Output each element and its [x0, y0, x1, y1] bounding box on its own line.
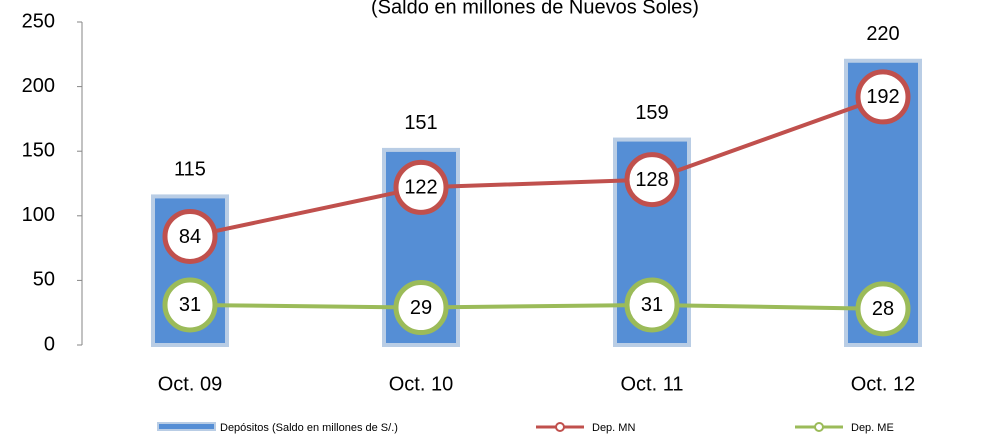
marker [162, 277, 218, 333]
y-tick-label: 250 [22, 10, 55, 32]
marker [624, 152, 680, 208]
legend-marker [555, 422, 565, 432]
data-label: 84 [179, 226, 201, 248]
marker [855, 281, 911, 337]
data-label: 159 [635, 102, 668, 124]
y-tick-label: 200 [22, 75, 55, 97]
data-label: 220 [866, 23, 899, 45]
data-label: 192 [866, 86, 899, 108]
y-tick-label: 100 [22, 204, 55, 226]
data-label: 28 [872, 298, 894, 320]
marker [393, 159, 449, 215]
marker [393, 280, 449, 336]
y-tick-label: 50 [33, 269, 55, 291]
data-label: 115 [174, 159, 206, 181]
x-tick-label: Oct. 10 [389, 373, 453, 395]
x-tick-label: Oct. 11 [621, 373, 684, 395]
x-tick-label: Oct. 09 [158, 373, 222, 395]
y-tick-label: 0 [44, 333, 55, 355]
data-label: 29 [410, 297, 432, 319]
data-label: 31 [179, 294, 201, 316]
legend-swatch [157, 422, 216, 431]
marker [855, 69, 911, 125]
data-label: 128 [635, 169, 668, 191]
y-tick-label: 150 [22, 139, 55, 161]
line [189, 302, 884, 311]
data-label: 151 [404, 112, 437, 134]
data-label: 122 [404, 177, 437, 199]
line [189, 95, 884, 239]
legend-label: Dep. MN [592, 422, 635, 434]
x-tick-label: Oct. 12 [851, 373, 915, 395]
marker [624, 277, 680, 333]
legend-label: Dep. ME [851, 422, 894, 434]
legend-label: Depósitos (Saldo en millones de S/.) [220, 422, 398, 434]
data-label: 31 [641, 294, 663, 316]
legend-marker [814, 422, 824, 432]
marker [162, 208, 218, 264]
chart-subtitle: (Saldo en millones de Nuevos Soles) [371, 0, 699, 18]
